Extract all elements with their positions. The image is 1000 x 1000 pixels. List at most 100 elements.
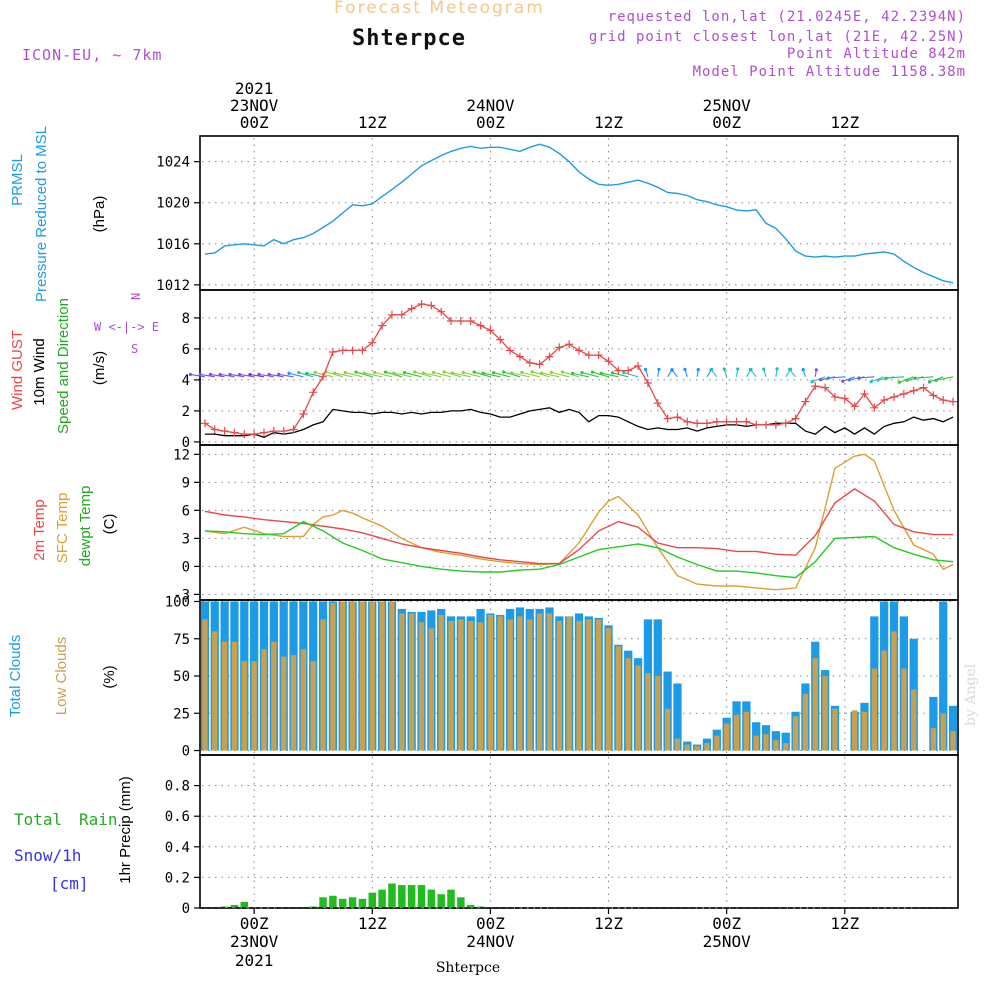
y-tick-label: 1012 (156, 278, 190, 294)
gust-marker (801, 397, 810, 406)
rain-bar (230, 904, 239, 908)
gust-marker (752, 420, 761, 429)
low-cloud-bar (536, 613, 543, 751)
rain-bar (348, 897, 357, 908)
low-cloud-bar (221, 641, 228, 751)
low-cloud-bar (271, 641, 277, 751)
gust-marker (437, 307, 446, 316)
gust-marker (299, 410, 308, 418)
low-cloud-bar (389, 601, 395, 751)
location-title: Shterpce (352, 26, 466, 51)
wind-arrow-head (267, 372, 271, 377)
wind-gust-line (204, 303, 954, 435)
gust-marker (604, 357, 613, 366)
wind-arrow-head (431, 370, 436, 375)
bottom-hour-label: 00Z (712, 914, 741, 933)
wind-arrow-head (934, 378, 938, 382)
gust-marker (447, 317, 456, 325)
gust-marker (722, 417, 731, 426)
bottom-hour-label: 12Z (830, 914, 859, 933)
wind-arrow (463, 371, 481, 378)
top-date-label: 23NOV (230, 96, 279, 115)
top-hour-label: 12Z (594, 113, 623, 132)
gust-marker (624, 366, 633, 375)
rain-bar (388, 883, 396, 908)
gust-marker (269, 427, 278, 436)
gust-marker (614, 366, 623, 375)
rain-bar (407, 885, 416, 908)
wind-arrow (452, 372, 471, 378)
wind-arrow-head (481, 371, 485, 375)
low-cloud-bar (851, 710, 858, 751)
wind-arrow (511, 372, 530, 378)
wind-arrow-head (801, 368, 805, 372)
wind-arrow-head (826, 376, 830, 380)
bottom-date-label: 23NOV (230, 932, 279, 951)
low-cloud-bar (950, 731, 956, 751)
total-cloud-bar (781, 732, 790, 751)
gust-marker (909, 386, 918, 395)
low-cloud-bar (290, 655, 297, 751)
top-hour-label: 00Z (476, 113, 505, 132)
y-tick-label: 0.2 (165, 870, 190, 886)
low-cloud-bar (773, 740, 779, 751)
low-cloud-bar (212, 631, 218, 751)
panel-2-frame (199, 289, 959, 446)
wind-arrow-head (237, 372, 242, 377)
label-wind-gust: Wind GUST (9, 330, 26, 410)
pressure-line (204, 143, 954, 284)
low-cloud-bar (664, 708, 671, 751)
gust-marker (476, 321, 485, 330)
bottom-hour-label: 00Z (476, 914, 505, 933)
wind-arrow-head (248, 372, 252, 377)
wind-arrow-head (722, 367, 726, 371)
low-cloud-bar (487, 614, 494, 751)
wind-arrow-head (373, 370, 377, 375)
wind-arrow (541, 372, 560, 378)
gust-marker (732, 417, 741, 426)
total-cloud-bar (929, 696, 938, 751)
wind-arrow-head (644, 367, 648, 372)
low-cloud-bar (202, 619, 208, 751)
wind-arrow-head (530, 370, 534, 374)
rain-bar (329, 895, 337, 908)
gust-marker (899, 389, 908, 398)
wind-arrow (249, 373, 265, 378)
low-cloud-bar (674, 738, 681, 751)
low-cloud-bar (802, 693, 809, 751)
wind-arrow (269, 373, 284, 378)
low-cloud-bar (694, 746, 700, 751)
wind-arrow (828, 376, 845, 379)
wind-arrow-head (787, 367, 792, 371)
gust-marker (319, 372, 328, 381)
bottom-year-label: 2021 (235, 951, 274, 970)
total-cloud-bar (939, 601, 948, 751)
wind-arrow (483, 372, 501, 378)
low-cloud-bar (684, 744, 690, 751)
bottom-hour-label: 00Z (240, 914, 269, 933)
panel-1-frame (199, 135, 959, 291)
point-altitude: Point Altitude 842m (786, 46, 966, 62)
low-cloud-bar (428, 628, 434, 751)
label-temp-unit: (C) (101, 514, 118, 535)
y-tick-label: -3 (173, 587, 190, 603)
top-date-label: 25NOV (703, 96, 752, 115)
y-tick-label: 1016 (156, 237, 190, 253)
low-cloud-bar (605, 628, 612, 751)
wind-arrow-head (736, 367, 740, 371)
low-cloud-bar (911, 689, 917, 751)
wind-arrow (190, 373, 206, 378)
wind-arrow-head (413, 370, 417, 374)
low-cloud-bar (497, 616, 503, 751)
wind-arrow-head (297, 370, 301, 375)
y-tick-label: 0.4 (165, 840, 190, 856)
low-cloud-bar (783, 743, 789, 751)
low-cloud-bar (399, 613, 405, 751)
wind-arrow (612, 372, 629, 378)
low-cloud-bar (940, 713, 946, 751)
gust-marker (771, 420, 780, 429)
low-cloud-bar (655, 676, 661, 751)
gust-marker (821, 383, 830, 392)
